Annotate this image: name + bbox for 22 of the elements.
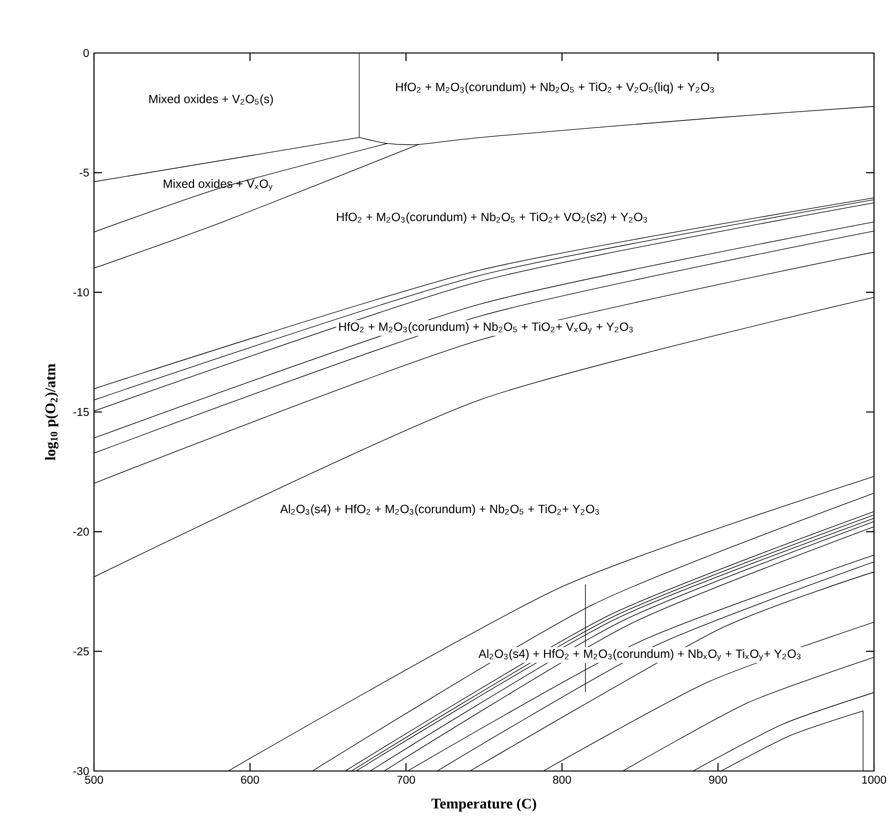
y-tick-label: -30 <box>73 766 89 776</box>
x-tick-label: 1000 <box>862 776 886 784</box>
x-tick-label: 900 <box>709 776 728 784</box>
y-tick-label: -5 <box>80 168 89 177</box>
y-axis-title: log$_{10}$ p(O$_{2}$)/atm <box>45 364 58 460</box>
y-tick-label: -25 <box>73 647 89 656</box>
text: Al$_{2}$O$_{3}$(s4) + HfO$_{2}$ + M$_{2}$O$_{3}$(corundum) + Nb$_{x}$O$_{y}$ + Ti$_{x}$O$_{y}$+ Y$_{2}$O$_{3}$ <box>478 649 801 661</box>
y-tick-label: -10 <box>73 288 89 296</box>
x-tick-label: 500 <box>85 776 104 784</box>
y-tick-label: 0 <box>83 48 89 57</box>
y-tick-label: -20 <box>73 528 89 536</box>
text: HfO$_{2}$ + M$_{2}$O$_{3}$(corundum) + Nb$_{2}$O$_{5}$ + TiO$_{2}$+ VO$_{2}$(s2) + Y$_{2}$O$_{3}$ <box>336 212 647 224</box>
x-tick-label: 600 <box>241 776 260 784</box>
x-axis-title: Temperature (C) <box>431 798 536 812</box>
x-tick-label: 700 <box>397 776 416 784</box>
text: HfO$_{2}$ + M$_{2}$O$_{3}$(corundum) + Nb$_{2}$O$_{5}$ + TiO$_{2}$ + V$_{2}$O$_{5}$(liq) + Y$_{2}$O$_{3}$ <box>396 82 714 94</box>
text: Al$_{2}$O$_{3}$(s4) + HfO$_{2}$ + M$_{2}$O$_{3}$(corundum) + Nb$_{2}$O$_{5}$ + TiO$_{2}$+ Y$_{2}$O$_{3}$ <box>280 504 599 516</box>
text: HfO$_{2}$ + M$_{2}$O$_{3}$(corundum) + Nb$_{2}$O$_{5}$ + TiO$_{2}$+ V$_{x}$O$_{y}$ + Y$_{2}$O$_{3}$ <box>339 322 633 334</box>
annotation: Mixed oxides + V$_{2}$O$_{5}$(s) <box>149 94 273 106</box>
annotation: Mixed oxides + V$_{x}$O$_{y}$ <box>164 179 273 191</box>
x-tick-label: 800 <box>553 776 572 784</box>
y-tick-label: -15 <box>73 408 89 416</box>
